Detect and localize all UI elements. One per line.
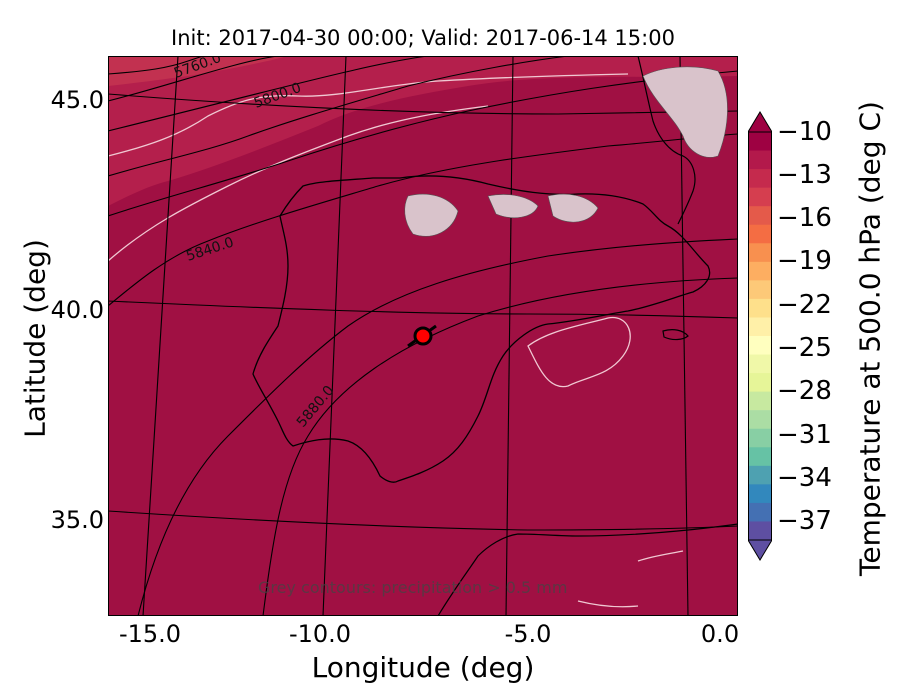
- colorbar-extend-top: [748, 111, 772, 133]
- colorbar-label: Temperature at 500.0 hPa (deg C): [853, 101, 887, 576]
- plot-title: Init: 2017-04-30 00:00; Valid: 2017-06-1…: [171, 26, 675, 50]
- precipitation-areas: [404, 66, 728, 237]
- colorbar-tick: −16: [777, 203, 832, 233]
- colorbar-tick: −13: [777, 160, 832, 190]
- colorbar-tick: −28: [777, 376, 832, 406]
- colorbar-segment: [748, 187, 772, 207]
- isotherm-line: [577, 550, 684, 608]
- colorbar-segment: [748, 521, 772, 541]
- colorbar-segment: [748, 224, 772, 244]
- x-tick: -5.0: [504, 620, 552, 648]
- colorbar-tick: −10: [777, 117, 832, 147]
- colorbar-segment: [748, 373, 772, 393]
- x-axis-label: Longitude (deg): [311, 651, 535, 684]
- colorbar-segment: [748, 298, 772, 318]
- colorbar-segment: [748, 280, 772, 300]
- colorbar-segment: [748, 206, 772, 226]
- x-tick: -15.0: [118, 620, 182, 648]
- colorbar-segment: [748, 150, 772, 170]
- temperature-band-upper: [108, 56, 738, 206]
- colorbar-segment: [748, 447, 772, 467]
- y-axis-label: Latitude (deg): [18, 239, 52, 438]
- colorbar-segment: [748, 484, 772, 504]
- colorbar-segment: [748, 410, 772, 430]
- colorbar-segment: [748, 132, 772, 152]
- colorbar-segment: [748, 243, 772, 263]
- colorbar-tick: −31: [777, 420, 832, 450]
- colorbar-segment: [748, 465, 772, 485]
- colorbar-segment: [748, 169, 772, 189]
- isotherm-line: [108, 73, 629, 157]
- x-tick: 0.0: [700, 620, 740, 648]
- colorbar-extend-bottom: [748, 539, 772, 561]
- isotherm-line: [527, 316, 631, 388]
- colorbar-tick: −37: [777, 506, 832, 536]
- colorbar-segment: [748, 354, 772, 374]
- coastline-france: [637, 56, 696, 225]
- x-tick: -10.0: [288, 620, 352, 648]
- y-tick: 35.0: [50, 506, 104, 534]
- colorbar-tick: −25: [777, 333, 832, 363]
- coastline-iberia: [252, 175, 711, 483]
- coastline-africa: [437, 523, 738, 616]
- colorbar-segment: [748, 391, 772, 411]
- colorbar: [748, 111, 772, 561]
- footnote: Grey contours: precipitation > 0.5 mm: [258, 578, 568, 597]
- colorbar-segment: [748, 261, 772, 281]
- location-marker: [413, 326, 433, 346]
- coastline-island: [662, 329, 689, 341]
- colorbar-tick: −19: [777, 246, 832, 276]
- colorbar-segment: [748, 336, 772, 356]
- colorbar-segment: [748, 428, 772, 448]
- colorbar-tick: −22: [777, 290, 832, 320]
- geopotential-contours: [108, 56, 738, 616]
- colorbar-segment: [748, 502, 772, 522]
- y-tick: 45.0: [50, 86, 104, 114]
- colorbar-segment: [748, 317, 772, 337]
- y-tick: 40.0: [50, 296, 104, 324]
- colorbar-tick: −34: [777, 463, 832, 493]
